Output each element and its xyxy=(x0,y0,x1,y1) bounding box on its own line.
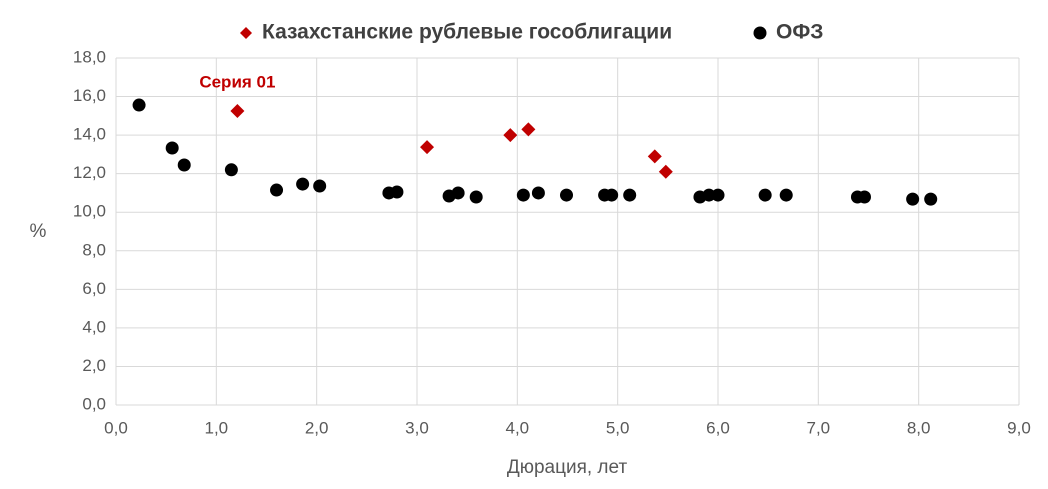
point xyxy=(270,183,284,197)
x-tick-label: 3,0 xyxy=(405,418,429,437)
point xyxy=(623,188,637,202)
point xyxy=(132,98,146,112)
x-tick-label: 1,0 xyxy=(205,418,229,437)
point xyxy=(658,164,673,179)
y-tick-label: 2,0 xyxy=(82,356,106,375)
point xyxy=(390,185,404,199)
y-tick-label: 10,0 xyxy=(73,202,106,221)
legend-marker xyxy=(240,27,252,39)
x-axis-label: Дюрация, лет xyxy=(507,457,628,478)
y-tick-label: 12,0 xyxy=(73,163,106,182)
point xyxy=(503,128,518,143)
point xyxy=(702,188,716,202)
point xyxy=(857,190,871,204)
x-tick-label: 5,0 xyxy=(606,418,630,437)
annotation: Серия 01 xyxy=(199,72,275,91)
point xyxy=(521,122,536,137)
legend-marker xyxy=(753,26,767,40)
point xyxy=(230,104,245,119)
point xyxy=(177,158,191,172)
point xyxy=(165,141,179,155)
y-tick-label: 18,0 xyxy=(73,47,106,66)
x-tick-label: 9,0 xyxy=(1007,418,1031,437)
y-tick-label: 14,0 xyxy=(73,125,106,144)
point xyxy=(516,188,530,202)
x-tick-label: 4,0 xyxy=(506,418,530,437)
y-tick-label: 4,0 xyxy=(82,317,106,336)
x-tick-label: 2,0 xyxy=(305,418,329,437)
point xyxy=(451,186,465,200)
point xyxy=(924,192,938,206)
point xyxy=(420,140,435,155)
point xyxy=(313,179,327,193)
point xyxy=(779,188,793,202)
point xyxy=(531,186,545,200)
point xyxy=(296,177,310,191)
legend-label: ОФЗ xyxy=(776,21,823,44)
x-tick-label: 8,0 xyxy=(907,418,931,437)
y-tick-label: 6,0 xyxy=(82,279,106,298)
point xyxy=(224,163,238,177)
x-tick-label: 6,0 xyxy=(706,418,730,437)
x-tick-label: 0,0 xyxy=(104,418,128,437)
x-tick-label: 7,0 xyxy=(807,418,831,437)
point xyxy=(647,149,662,164)
point xyxy=(559,188,573,202)
y-axis-label: % xyxy=(30,221,47,242)
y-tick-label: 0,0 xyxy=(82,394,106,413)
legend-label: Казахстанские рублевые гособлигации xyxy=(262,21,672,44)
y-tick-label: 8,0 xyxy=(82,240,106,259)
point xyxy=(469,190,483,204)
point xyxy=(605,188,619,202)
y-tick-label: 16,0 xyxy=(73,86,106,105)
point xyxy=(758,188,772,202)
point xyxy=(711,188,725,202)
point xyxy=(906,192,920,206)
